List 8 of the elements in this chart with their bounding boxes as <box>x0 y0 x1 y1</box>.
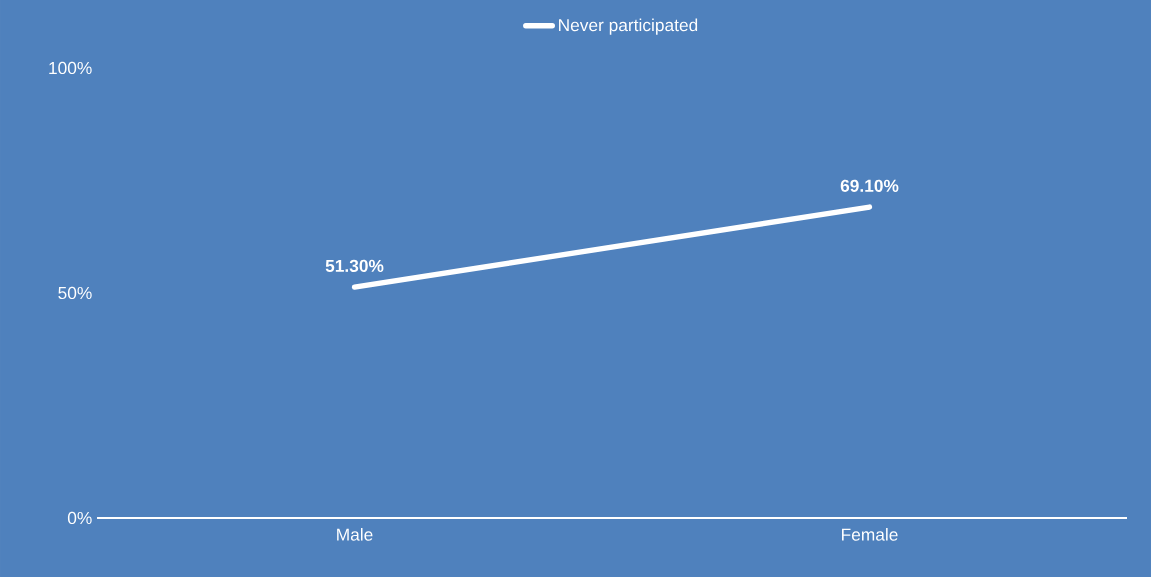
data-label: 51.30% <box>325 259 384 273</box>
legend-label: Never participated <box>559 18 698 35</box>
y-tick-label: 100% <box>49 61 92 75</box>
data-label: 69.10% <box>840 179 899 192</box>
x-tick-label: Male <box>337 528 373 541</box>
x-tick-label: Female <box>842 528 898 541</box>
y-tick-label: 50% <box>58 286 92 300</box>
y-tick-label: 0% <box>67 511 92 525</box>
